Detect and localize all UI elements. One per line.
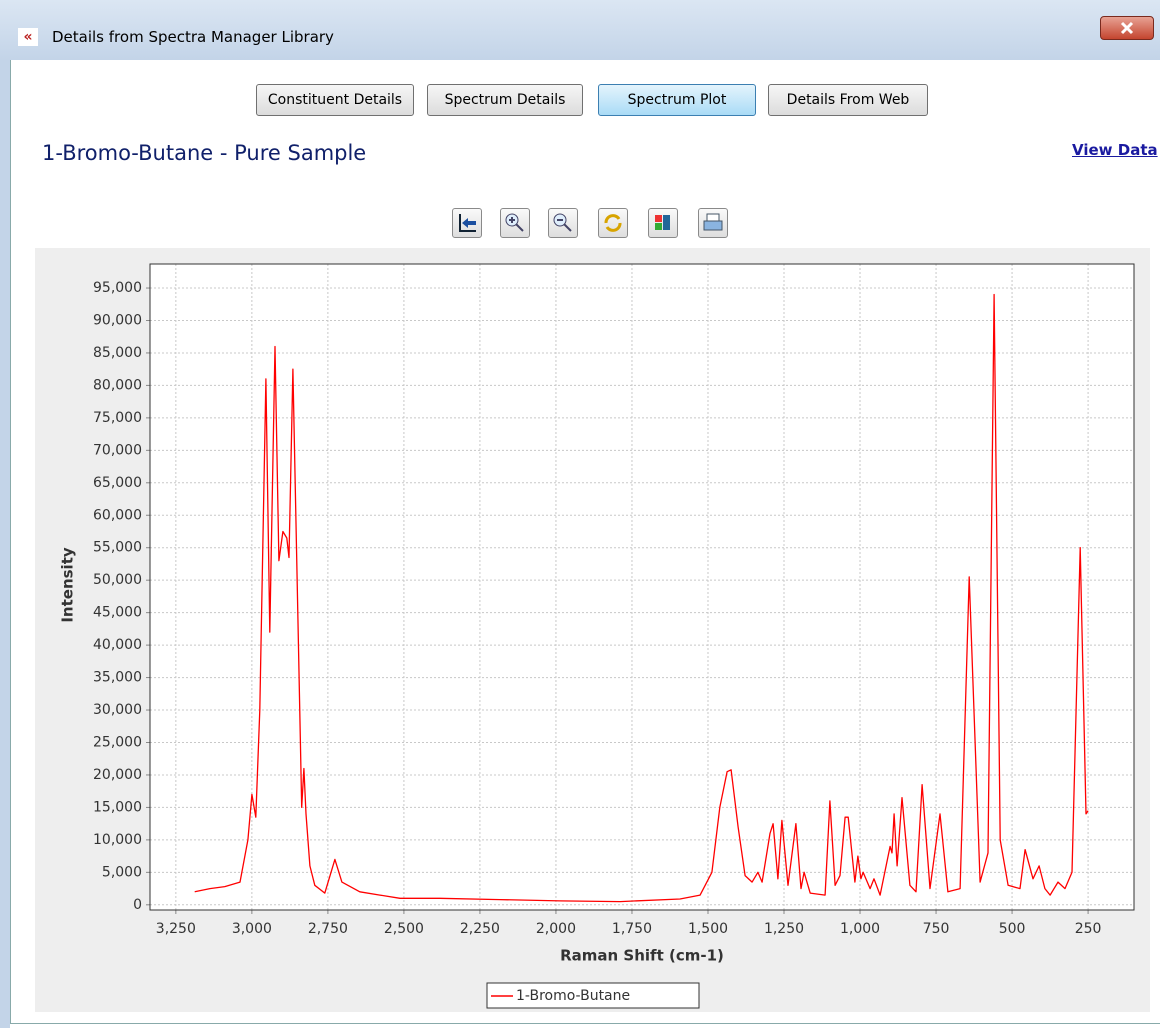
legend-box (486, 982, 700, 1009)
tool-zoom-out[interactable] (548, 208, 578, 238)
y-tick-label: 55,000 (93, 540, 142, 556)
tool-colors[interactable] (648, 208, 678, 238)
tool-print[interactable] (698, 208, 728, 238)
close-icon (1120, 21, 1134, 35)
title-bar: « Details from Spectra Manager Library (0, 0, 1160, 60)
y-tick-label: 15,000 (93, 799, 142, 815)
icon-part (462, 218, 476, 228)
x-tick-label: 3,000 (232, 921, 272, 937)
icon-part (459, 230, 476, 232)
y-tick-label: 70,000 (93, 442, 142, 458)
icon (553, 213, 572, 232)
x-tick-label: 2,750 (308, 921, 348, 937)
y-tick-label: 50,000 (93, 572, 142, 588)
x-tick-label: 750 (923, 921, 950, 937)
x-tick-label: 500 (999, 921, 1026, 937)
tool-reset[interactable] (452, 208, 482, 238)
tab[interactable]: Spectrum Plot (598, 84, 756, 116)
y-tick-label: 0 (133, 897, 142, 913)
tool-refresh[interactable] (598, 208, 628, 238)
x-tick-label: 2,000 (536, 921, 576, 937)
close-button[interactable] (1100, 16, 1154, 40)
icon (505, 213, 524, 232)
y-tick-label: 45,000 (93, 605, 142, 621)
icon (459, 214, 476, 232)
y-tick-label: 25,000 (93, 734, 142, 750)
icon (604, 214, 622, 232)
icon-part (655, 215, 662, 222)
icon-part (557, 219, 572, 232)
spectrum-line (194, 293, 1089, 903)
y-tick-label: 60,000 (93, 507, 142, 523)
y-tick-label: 40,000 (93, 637, 142, 653)
window-title: Details from Spectra Manager Library (52, 28, 334, 46)
y-tick-label: 80,000 (93, 377, 142, 393)
tab[interactable]: Details From Web (768, 84, 928, 116)
y-tick-label: 20,000 (93, 767, 142, 783)
y-axis-label: Intensity (59, 547, 77, 623)
view-data-link[interactable]: View Data (1072, 141, 1158, 159)
x-tick-label: 1,500 (688, 921, 728, 937)
x-tick-label: 1,250 (764, 921, 804, 937)
icon-part (655, 223, 662, 230)
window-edge (0, 60, 10, 1028)
legend-label: 1-Bromo-Butane (516, 988, 630, 1004)
y-tick-label: 10,000 (93, 832, 142, 848)
x-tick-label: 1,000 (840, 921, 880, 937)
x-tick-label: 2,250 (460, 921, 500, 937)
tab[interactable]: Constituent Details (256, 84, 414, 116)
icon-part (663, 215, 670, 230)
icon-part (459, 214, 461, 232)
app-icon: « (18, 28, 38, 46)
icon (703, 213, 723, 231)
y-tick-label: 95,000 (93, 280, 142, 296)
tab[interactable]: Spectrum Details (427, 84, 583, 116)
close-x (1120, 21, 1134, 35)
tool-zoom-in[interactable] (500, 208, 530, 238)
x-axis-label: Raman Shift (cm-1) (560, 947, 724, 965)
x-tick-label: 250 (1075, 921, 1102, 937)
x-tick-label: 3,250 (156, 921, 196, 937)
x-tick-label: 1,750 (612, 921, 652, 937)
icon-part (604, 214, 622, 232)
y-tick-label: 30,000 (93, 702, 142, 718)
y-tick-label: 75,000 (93, 410, 142, 426)
x-tick-label: 2,500 (384, 921, 424, 937)
y-tick-label: 90,000 (93, 312, 142, 328)
y-tick-label: 5,000 (102, 864, 142, 880)
y-tick-label: 85,000 (93, 345, 142, 361)
plot-border (149, 263, 1135, 911)
heading: 1-Bromo-Butane - Pure Sample (42, 141, 367, 165)
y-tick-label: 65,000 (93, 475, 142, 491)
icon-part (509, 217, 524, 232)
icon (655, 215, 670, 230)
y-tick-label: 35,000 (93, 670, 142, 686)
icon-part (703, 220, 723, 231)
